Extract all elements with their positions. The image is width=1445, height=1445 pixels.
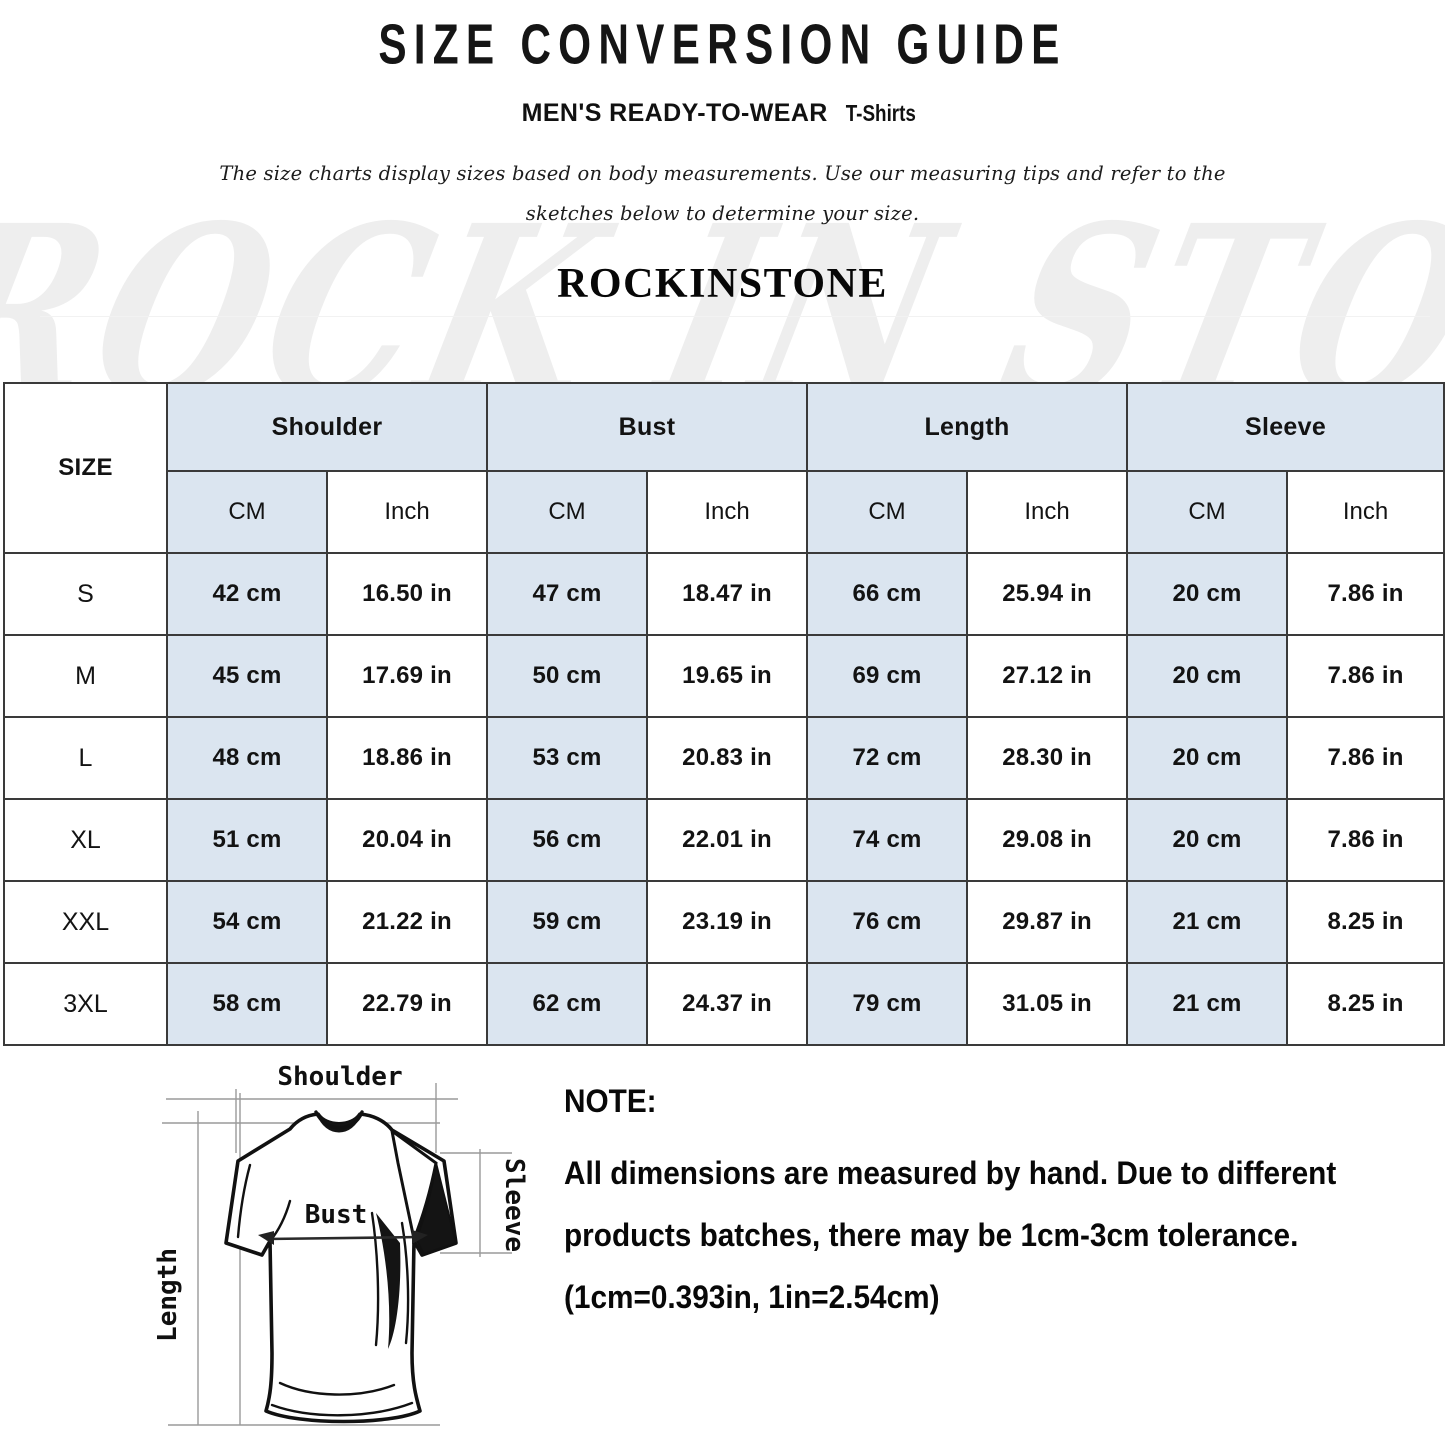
cell-value: 21 cm: [1126, 880, 1289, 964]
sketch-label-sleeve: Sleeve: [499, 1158, 529, 1252]
cell-value: 8.25 in: [1286, 880, 1445, 964]
table-unit-row: CM Inch CM Inch CM Inch CM Inch: [4, 470, 1445, 554]
table-row: XL 51 cm 20.04 in 56 cm 22.01 in 74 cm 29.08 i…: [3, 798, 1445, 882]
cell-value: 56 cm: [486, 798, 648, 882]
cell-value: 20.83 in: [645, 716, 809, 800]
table-body: S 42 cm 16.50 in 47 cm 18.47 in 66 cm 25.94 in…: [3, 552, 1445, 1046]
note-body: All dimensions are measured by hand. Due…: [564, 1155, 1337, 1315]
cell-size: S: [3, 552, 168, 636]
cell-value: 59 cm: [486, 880, 648, 964]
note-title: NOTE:: [564, 1083, 657, 1119]
cell-value: 17.69 in: [326, 634, 488, 718]
header-size: SIZE: [3, 382, 168, 554]
cell-value: 48 cm: [166, 716, 328, 800]
cell-value: 16.50 in: [326, 552, 488, 636]
page-title: SIZE CONVERSION GUIDE: [378, 13, 1067, 77]
cell-size: L: [3, 716, 168, 800]
bottom-section: Shoulder Bust Sleeve Length NOTE: All di…: [0, 1045, 1445, 1445]
cell-value: 42 cm: [166, 552, 328, 636]
table-row: M 45 cm 17.69 in 50 cm 19.65 in 69 cm 27.12 in…: [3, 634, 1445, 718]
cell-value: 28.30 in: [966, 716, 1129, 800]
brand-name: ROCKINSTONE: [557, 261, 888, 308]
cell-value: 74 cm: [806, 798, 969, 882]
table-row: XXL 54 cm 21.22 in 59 cm 23.19 in 76 cm 29.87 …: [3, 880, 1445, 964]
cell-value: 7.86 in: [1286, 552, 1445, 636]
cell-value: 21 cm: [1126, 962, 1289, 1046]
cell-size: M: [3, 634, 168, 718]
cell-value: 24.37 in: [645, 962, 809, 1046]
cell-value: 62 cm: [486, 962, 648, 1046]
cell-value: 20 cm: [1126, 552, 1289, 636]
cell-value: 69 cm: [806, 634, 969, 718]
subtitle-product: T-Shirts: [845, 100, 916, 127]
tshirt-measurement-diagram: Shoulder Bust Sleeve Length: [140, 1053, 540, 1445]
sketch-label-bust: Bust: [305, 1200, 368, 1230]
cell-value: 20 cm: [1126, 798, 1289, 882]
cell-value: 29.08 in: [966, 798, 1129, 882]
cell-value: 21.22 in: [326, 880, 488, 964]
cell-value: 7.86 in: [1286, 634, 1445, 718]
unit-bust-inch: Inch: [645, 470, 809, 554]
sketch-label-shoulder: Shoulder: [277, 1062, 402, 1092]
cell-value: 51 cm: [166, 798, 328, 882]
cell-value: 54 cm: [166, 880, 328, 964]
table-row: 3XL 58 cm 22.79 in 62 cm 24.37 in 79 cm 31.05 …: [3, 962, 1445, 1046]
cell-value: 19.65 in: [645, 634, 809, 718]
cell-value: 50 cm: [486, 634, 648, 718]
unit-length-inch: Inch: [966, 470, 1129, 554]
header-group-bust: Bust: [485, 382, 809, 472]
watermark-divider-line: [40, 316, 1430, 317]
table-row: S 42 cm 16.50 in 47 cm 18.47 in 66 cm 25.94 in…: [3, 552, 1445, 636]
cell-value: 45 cm: [166, 634, 328, 718]
cell-value: 18.47 in: [645, 552, 809, 636]
cell-value: 7.86 in: [1286, 798, 1445, 882]
tshirt-sketch-svg: Shoulder Bust Sleeve Length: [153, 1062, 529, 1426]
cell-value: 20 cm: [1126, 716, 1289, 800]
intro-paragraph: The size charts display sizes based on b…: [219, 162, 1226, 226]
cell-size: XXL: [3, 880, 168, 964]
cell-value: 66 cm: [806, 552, 969, 636]
header-group-sleeve: Sleeve: [1126, 382, 1445, 472]
cell-value: 58 cm: [166, 962, 328, 1046]
cell-value: 7.86 in: [1286, 716, 1445, 800]
subtitle-category: MEN'S READY-TO-WEAR: [521, 99, 828, 128]
sketch-label-length: Length: [153, 1248, 183, 1342]
cell-value: 53 cm: [486, 716, 648, 800]
cell-value: 79 cm: [806, 962, 969, 1046]
subtitle: MEN'S READY-TO-WEAR T-Shirts: [0, 99, 1445, 128]
cell-value: 23.19 in: [645, 880, 809, 964]
cell-value: 20 cm: [1126, 634, 1289, 718]
table-group-header-row: SIZE Shoulder Bust Length Sleeve: [3, 382, 1445, 554]
cell-value: 20.04 in: [326, 798, 488, 882]
cell-value: 25.94 in: [966, 552, 1129, 636]
cell-value: 22.01 in: [645, 798, 809, 882]
cell-value: 72 cm: [806, 716, 969, 800]
unit-shoulder-cm: CM: [166, 470, 328, 554]
cell-value: 18.86 in: [326, 716, 488, 800]
unit-length-cm: CM: [806, 470, 969, 554]
cell-value: 8.25 in: [1286, 962, 1445, 1046]
size-table-container: SIZE Shoulder Bust Length Sleeve CM Inch…: [3, 382, 1445, 1046]
unit-bust-cm: CM: [486, 470, 648, 554]
cell-value: 31.05 in: [966, 962, 1129, 1046]
unit-shoulder-inch: Inch: [326, 470, 488, 554]
cell-value: 76 cm: [806, 880, 969, 964]
cell-value: 27.12 in: [966, 634, 1129, 718]
size-conversion-table: SIZE Shoulder Bust Length Sleeve CM Inch…: [3, 382, 1445, 1046]
page-header: SIZE CONVERSION GUIDE MEN'S READY-TO-WEA…: [0, 0, 1445, 308]
header-group-length: Length: [806, 382, 1129, 472]
cell-size: XL: [3, 798, 168, 882]
cell-value: 29.87 in: [966, 880, 1129, 964]
table-row: L 48 cm 18.86 in 53 cm 20.83 in 72 cm 28.30 in…: [3, 716, 1445, 800]
cell-value: 47 cm: [486, 552, 648, 636]
cell-size: 3XL: [3, 962, 168, 1046]
cell-value: 22.79 in: [326, 962, 488, 1046]
unit-sleeve-cm: CM: [1126, 470, 1289, 554]
header-group-shoulder: Shoulder: [166, 382, 488, 472]
unit-sleeve-inch: Inch: [1286, 470, 1445, 554]
note-block: NOTE: All dimensions are measured by han…: [564, 1083, 1424, 1328]
